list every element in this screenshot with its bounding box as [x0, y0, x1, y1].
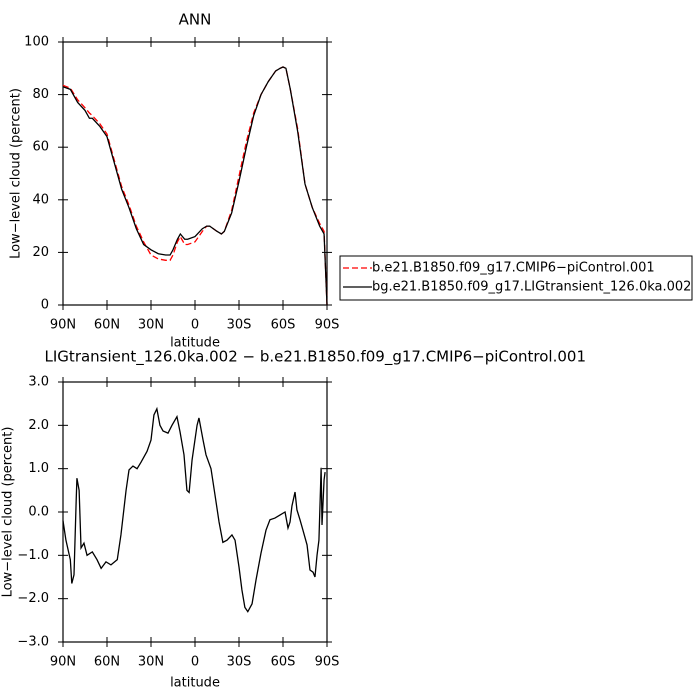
x-tick-label: 0: [191, 655, 199, 670]
y-tick-label: 2.0: [28, 418, 49, 433]
y-tick-label: −1.0: [17, 548, 49, 563]
chart-title: ANN: [179, 11, 212, 29]
legend-box: [339, 255, 693, 301]
x-tick-label: 30N: [138, 318, 164, 333]
x-tick-label: 60S: [271, 318, 296, 333]
x-tick-label: 90N: [50, 318, 76, 333]
y-tick-label: 0: [41, 298, 49, 313]
data-line: [62, 406, 326, 613]
y-axis-label: Low−level cloud (percent): [1, 427, 16, 598]
x-tick-label: 60N: [94, 655, 120, 670]
y-tick-label: 80: [32, 87, 49, 102]
x-tick-label: 60N: [94, 318, 120, 333]
plot-frame: [62, 41, 328, 306]
y-tick-label: 20: [32, 245, 49, 260]
x-tick-label: 90S: [315, 318, 340, 333]
x-tick-label: 30S: [227, 318, 252, 333]
x-axis-label: latitude: [170, 336, 220, 351]
chart-title: LIGtransient_126.0ka.002 − b.e21.B1850.f…: [45, 348, 586, 367]
x-tick-label: 30S: [227, 655, 252, 670]
x-tick-label: 90N: [50, 655, 76, 670]
plot-frame: [62, 381, 328, 643]
y-axis-label: Low−level cloud (percent): [9, 88, 24, 259]
y-tick-label: 100: [24, 35, 49, 50]
y-tick-label: 40: [32, 192, 49, 207]
y-tick-label: −3.0: [17, 635, 49, 650]
data-line: [62, 66, 328, 306]
x-tick-label: 30N: [138, 655, 164, 670]
data-line: [62, 66, 328, 306]
legend-label: bg.e21.B1850.f09_g17.LIGtransient_126.0k…: [372, 280, 691, 295]
y-tick-label: 1.0: [28, 461, 49, 476]
y-tick-label: 3.0: [28, 375, 49, 390]
x-tick-label: 60S: [271, 655, 296, 670]
y-tick-label: −2.0: [17, 591, 49, 606]
y-tick-label: 60: [32, 140, 49, 155]
x-tick-label: 0: [191, 318, 199, 333]
y-tick-label: 0.0: [28, 505, 49, 520]
x-tick-label: 90S: [315, 655, 340, 670]
x-axis-label: latitude: [170, 676, 220, 691]
legend-label: b.e21.B1850.f09_g17.CMIP6−piControl.001: [372, 261, 655, 276]
